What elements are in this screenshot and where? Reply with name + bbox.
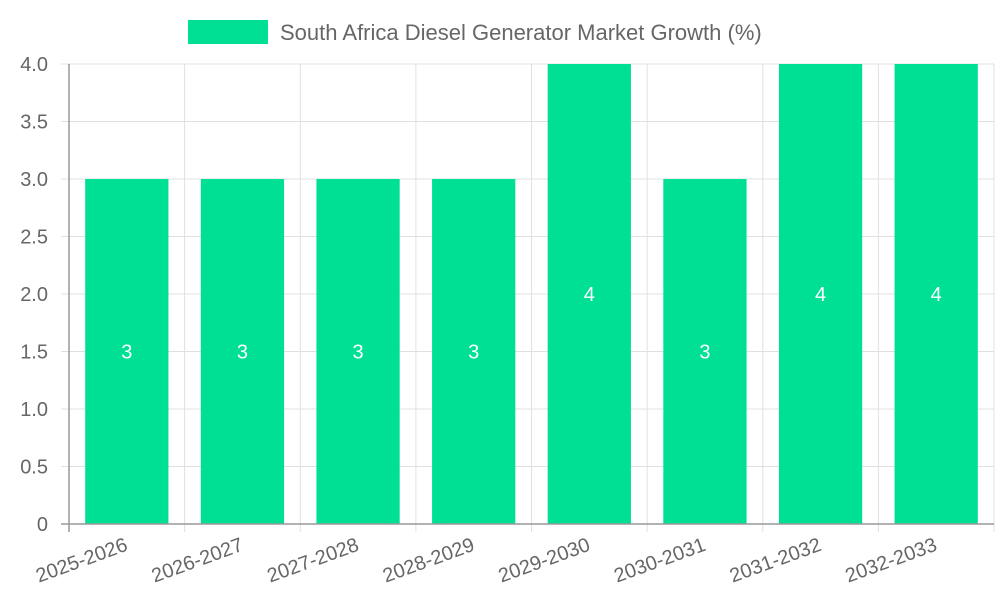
y-tick-label: 1.0: [20, 399, 48, 421]
y-tick-label: 2.0: [20, 284, 48, 306]
x-tick-label: 2031-2032: [727, 534, 824, 587]
y-tick-label: 3.0: [20, 169, 48, 191]
bar-2027-2028[interactable]: [316, 179, 400, 524]
bar-value-label: 3: [121, 342, 132, 364]
bar-2031-2032[interactable]: [778, 64, 863, 524]
y-tick-label: 0.5: [20, 457, 48, 479]
x-tick-label: 2026-2027: [149, 534, 246, 587]
bar-value-label: 3: [468, 342, 479, 364]
x-tick-label: 2027-2028: [264, 534, 361, 587]
bar-value-label: 4: [584, 284, 595, 306]
y-tick-label: 2.5: [20, 227, 48, 249]
y-tick-label: 4.0: [20, 54, 48, 76]
x-tick-label: 2029-2030: [496, 534, 593, 587]
bar-data-labels: 3 3 3 3 4 3 4 4: [121, 284, 942, 364]
legend-label[interactable]: South Africa Diesel Generator Market Gro…: [280, 20, 762, 45]
y-tick-label: 1.5: [20, 342, 48, 364]
bar-value-label: 4: [815, 284, 826, 306]
bar-value-label: 3: [237, 342, 248, 364]
bar-value-label: 4: [931, 284, 942, 306]
y-tick-label: 0: [37, 514, 48, 536]
bars: [85, 64, 978, 524]
bar-2028-2029[interactable]: [432, 179, 516, 524]
x-tick-label: 2032-2033: [842, 534, 939, 587]
bar-2029-2030[interactable]: [547, 64, 631, 524]
x-tick-label: 2030-2031: [611, 534, 708, 587]
legend-swatch[interactable]: [188, 20, 268, 44]
bar-2032-2033[interactable]: [894, 64, 978, 524]
bar-value-label: 3: [699, 342, 710, 364]
legend[interactable]: South Africa Diesel Generator Market Gro…: [188, 20, 762, 45]
bar-value-label: 3: [353, 342, 364, 364]
bar-2025-2026[interactable]: [85, 179, 169, 524]
y-tick-label: 3.5: [20, 112, 48, 134]
x-tick-label: 2028-2029: [380, 534, 477, 587]
x-tick-label: 2025-2026: [33, 534, 130, 587]
bar-2030-2031[interactable]: [663, 179, 747, 524]
bar-2026-2027[interactable]: [200, 179, 285, 524]
